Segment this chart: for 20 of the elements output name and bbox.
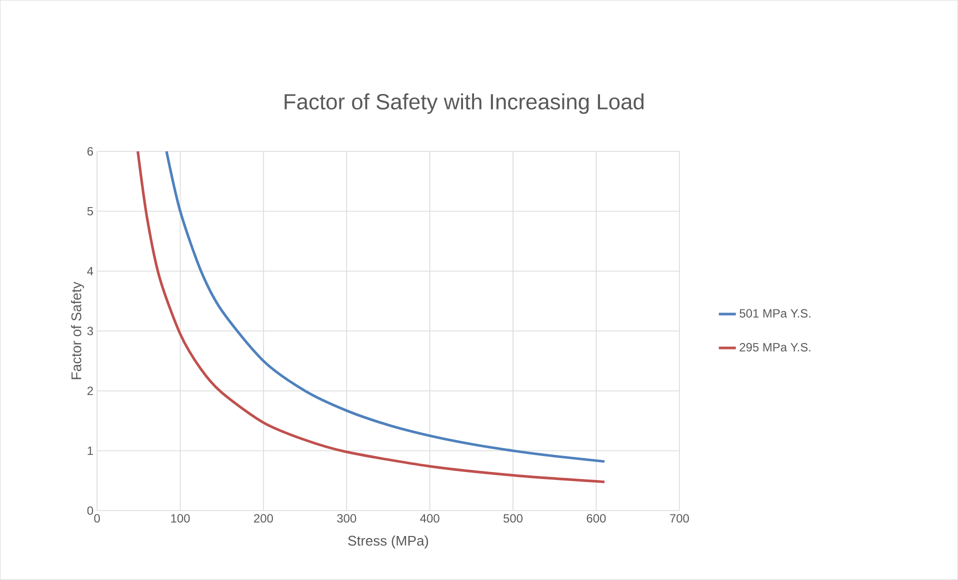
x-tick-label: 0 [94,514,100,523]
x-tick-label: 700 [670,514,689,523]
x-tick-label: 200 [254,514,273,523]
y-tick-label: 6 [87,147,93,156]
x-tick-label: 300 [337,514,356,523]
x-tick-label: 500 [504,514,523,523]
x-tick-label: 600 [586,514,606,523]
x-tick-label: 400 [420,514,440,523]
y-tick-label: 0 [87,506,94,515]
y-axis-title: Factor of Safety [71,282,84,380]
legend-label: 295 MPa Y.S. [740,343,810,352]
y-tick-label: 1 [88,446,93,455]
chart-title: Factor of Safety with Increasing Load [284,94,644,114]
y-tick-label: 5 [87,207,94,216]
legend-label: 501 MPa Y.S. [740,309,810,318]
x-tick-label: 100 [171,514,190,523]
y-tick-label: 2 [87,386,93,396]
y-tick-label: 4 [87,267,94,276]
y-tick-label: 3 [87,326,93,336]
x-axis-title: Stress (MPa) [348,536,428,549]
